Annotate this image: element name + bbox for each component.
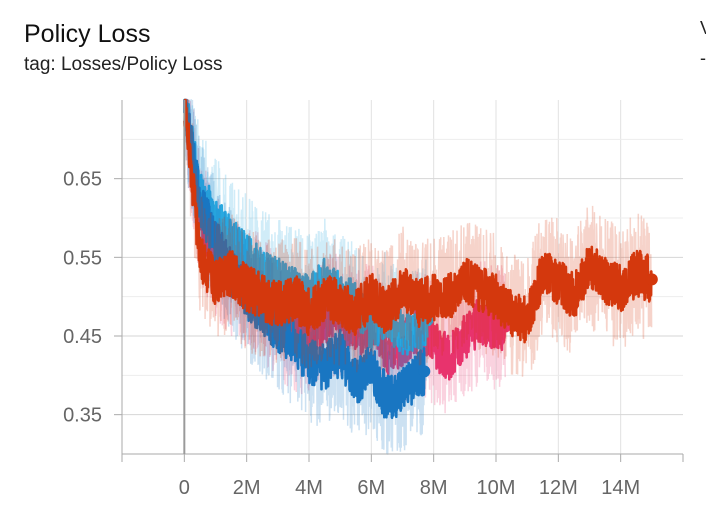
chart-subtitle: tag: Losses/Policy Loss — [24, 54, 223, 75]
x-tick-label: 6M — [357, 477, 385, 499]
y-tick-label: 0.55 — [63, 247, 102, 269]
x-tick-label: 8M — [420, 477, 448, 499]
series-line — [183, 98, 653, 344]
x-tick-label: 12M — [539, 477, 578, 499]
series-layer — [183, 98, 658, 455]
x-tick-label: 10M — [477, 477, 516, 499]
series-end-marker — [418, 365, 431, 378]
y-tick-label: 0.65 — [63, 169, 102, 191]
series-group — [183, 98, 658, 377]
grid — [122, 100, 683, 454]
axes — [121, 100, 684, 462]
chart-title: Policy Loss — [24, 20, 151, 48]
x-tick-label: 0 — [179, 477, 190, 499]
edge-glyph-bottom: - — [700, 48, 706, 68]
edge-glyph-top: V — [700, 18, 706, 39]
x-tick-label: 4M — [295, 477, 323, 499]
series-line — [183, 98, 426, 420]
y-tick-label: 0.45 — [63, 326, 102, 348]
y-tick-label: 0.35 — [63, 405, 102, 427]
series-raw-line — [183, 99, 425, 455]
x-tick-label: 14M — [601, 477, 640, 499]
series-end-marker — [645, 273, 658, 286]
x-tick-label: 2M — [233, 477, 261, 499]
tick-labels: 0 2M 4M 6M 8M 10M 12M 14M 0.35 0.45 0.55 0.65 — [63, 169, 640, 499]
series-group — [183, 98, 431, 455]
